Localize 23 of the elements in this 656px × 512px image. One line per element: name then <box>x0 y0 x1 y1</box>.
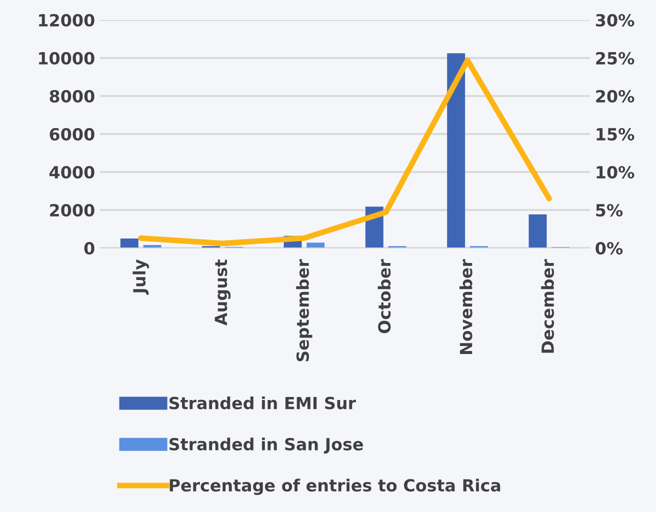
y2-tick-label: 20% <box>596 90 634 103</box>
y2-tick-label: 5% <box>596 204 623 217</box>
x-tick-label: August <box>214 259 231 326</box>
x-tick-label: September <box>296 259 312 362</box>
legend-label: Stranded in EMI Sur <box>169 396 356 410</box>
y-tick-label: 12000 <box>39 14 94 27</box>
y2-tick-label: 15% <box>596 128 634 141</box>
y-tick-label: 8000 <box>50 90 94 103</box>
x-tick-label: October <box>378 259 391 334</box>
y2-tick-label: 25% <box>596 52 634 65</box>
x-tick-label: November <box>459 259 472 354</box>
x-tick-label: July <box>132 259 149 295</box>
y2-tick-label: 10% <box>596 166 634 179</box>
y-tick-label: 4000 <box>50 166 94 179</box>
y-tick-label: 6000 <box>50 128 94 141</box>
y2-tick-label: 0% <box>596 242 623 255</box>
x-tick-label: December <box>541 259 554 353</box>
y-tick-label: 2000 <box>50 204 94 217</box>
y2-tick-label: 30% <box>596 14 634 27</box>
legend-label: Stranded in San Jose <box>169 438 363 454</box>
legend-label: Percentage of entries to Costa Rica <box>170 478 500 495</box>
y-tick-label: 10000 <box>39 52 94 65</box>
y-tick-label: 0 <box>84 242 94 255</box>
